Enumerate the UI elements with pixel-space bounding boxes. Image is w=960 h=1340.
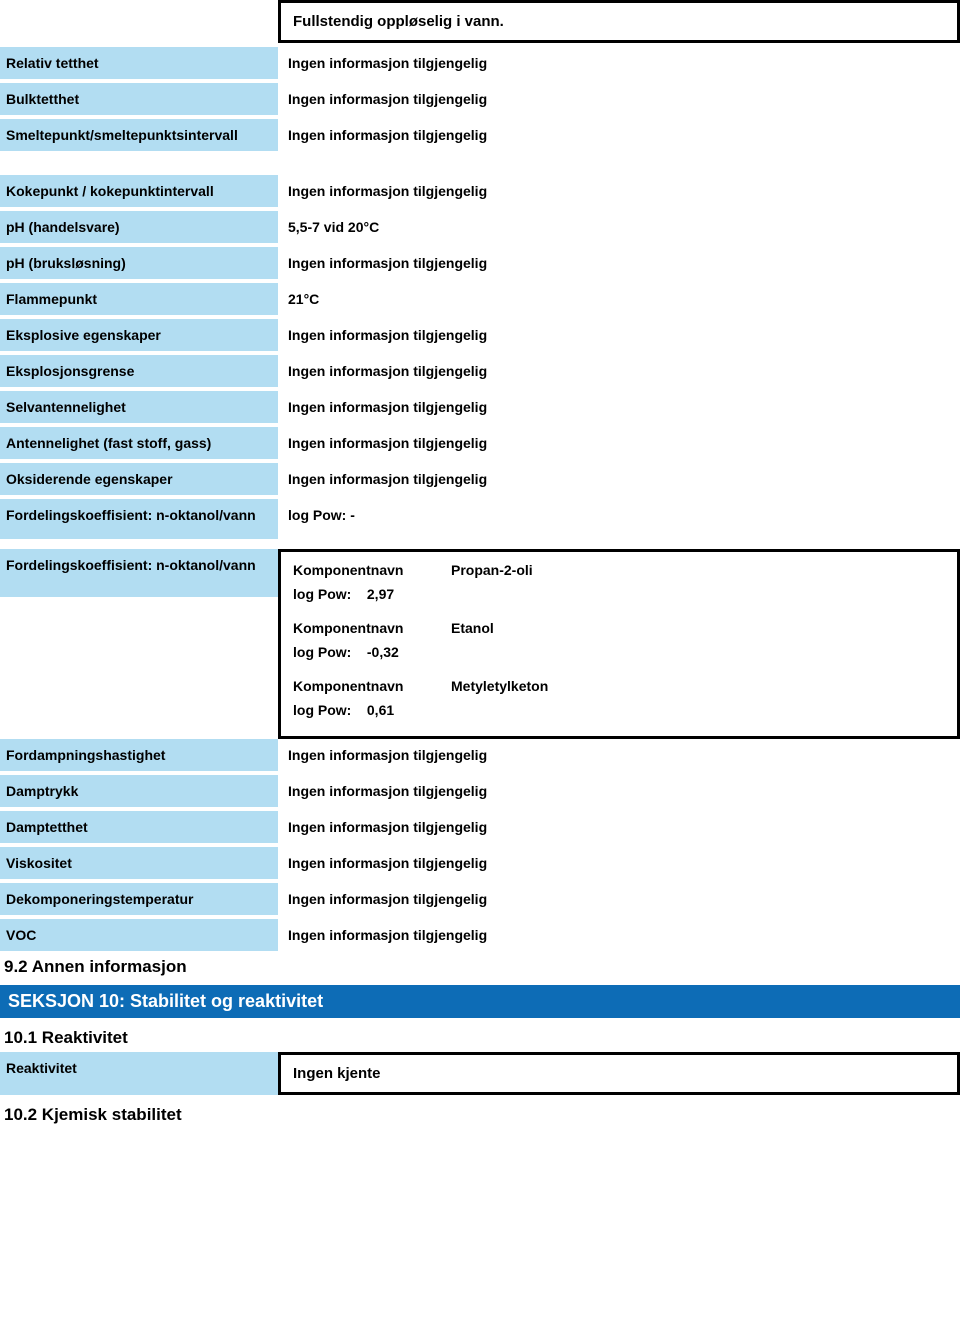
property-label: Viskositet — [0, 847, 278, 879]
property-row: Damptetthet Ingen informasjon tilgjengel… — [0, 811, 960, 843]
property-value: Ingen informasjon tilgjengelig — [278, 247, 960, 279]
property-value: Ingen informasjon tilgjengelig — [278, 355, 960, 387]
property-row: Fordelingskoeffisient: n-oktanol/vann lo… — [0, 499, 960, 539]
empty-label — [0, 0, 278, 43]
subsection-10-2: 10.2 Kjemisk stabilitet — [0, 1099, 960, 1129]
property-label: Relativ tetthet — [0, 47, 278, 79]
component-pow-label: log Pow: 2,97 — [293, 586, 394, 602]
property-label: Fordampningshastighet — [0, 739, 278, 771]
property-row: Oksiderende egenskaper Ingen informasjon… — [0, 463, 960, 495]
property-row: VOC Ingen informasjon tilgjengelig — [0, 919, 960, 951]
property-value: Ingen informasjon tilgjengelig — [278, 175, 960, 207]
property-label: Kokepunkt / kokepunktintervall — [0, 175, 278, 207]
property-value: Ingen informasjon tilgjengelig — [278, 847, 960, 879]
component-pow-label: log Pow: -0,32 — [293, 644, 399, 660]
property-label: VOC — [0, 919, 278, 951]
property-row: Viskositet Ingen informasjon tilgjengeli… — [0, 847, 960, 879]
property-label: Oksiderende egenskaper — [0, 463, 278, 495]
partition-row: Fordelingskoeffisient: n-oktanol/vann Ko… — [0, 549, 960, 739]
subsection-9-2: 9.2 Annen informasjon — [0, 951, 960, 981]
component-name: Propan-2-oli — [451, 562, 533, 578]
property-value: Ingen informasjon tilgjengelig — [278, 319, 960, 351]
solubility-row: Fullstendig oppløselig i vann. — [0, 0, 960, 43]
property-label: pH (bruksløsning) — [0, 247, 278, 279]
component-name-label: Komponentnavn — [293, 562, 423, 578]
property-label: Selvantennelighet — [0, 391, 278, 423]
property-value: Ingen informasjon tilgjengelig — [278, 47, 960, 79]
property-value: 21°C — [278, 283, 960, 315]
property-value: Ingen informasjon tilgjengelig — [278, 739, 960, 771]
property-row: Eksplosjonsgrense Ingen informasjon tilg… — [0, 355, 960, 387]
property-label: Damptrykk — [0, 775, 278, 807]
property-label: Flammepunkt — [0, 283, 278, 315]
component-name-label: Komponentnavn — [293, 678, 423, 694]
partition-label: Fordelingskoeffisient: n-oktanol/vann — [0, 549, 278, 597]
component-pow-label: log Pow: 0,61 — [293, 702, 394, 718]
subsection-10-1: 10.1 Reaktivitet — [0, 1022, 960, 1052]
component-name: Metyletylketon — [451, 678, 548, 694]
property-value: Ingen informasjon tilgjengelig — [278, 391, 960, 423]
component-entry: Komponentnavn Etanol log Pow: -0,32 — [293, 620, 945, 660]
component-entry: Komponentnavn Propan-2-oli log Pow: 2,97 — [293, 562, 945, 602]
property-value: Ingen informasjon tilgjengelig — [278, 83, 960, 115]
property-row: Dekomponeringstemperatur Ingen informasj… — [0, 883, 960, 915]
property-label: Eksplosjonsgrense — [0, 355, 278, 387]
property-value: Ingen informasjon tilgjengelig — [278, 119, 960, 151]
property-label: pH (handelsvare) — [0, 211, 278, 243]
property-label: Bulktetthet — [0, 83, 278, 115]
component-entry: Komponentnavn Metyletylketon log Pow: 0,… — [293, 678, 945, 718]
property-value: Ingen informasjon tilgjengelig — [278, 427, 960, 459]
solubility-box: Fullstendig oppløselig i vann. — [278, 0, 960, 43]
property-row: Damptrykk Ingen informasjon tilgjengelig — [0, 775, 960, 807]
reactivity-label: Reaktivitet — [0, 1052, 278, 1095]
property-value: Ingen informasjon tilgjengelig — [278, 463, 960, 495]
reactivity-box: Ingen kjente — [278, 1052, 960, 1095]
property-row: Flammepunkt 21°C — [0, 283, 960, 315]
component-box: Komponentnavn Propan-2-oli log Pow: 2,97… — [278, 549, 960, 739]
property-label: Smeltepunkt/smeltepunktsintervall — [0, 119, 278, 151]
property-row: pH (bruksløsning) Ingen informasjon tilg… — [0, 247, 960, 279]
property-row: Fordampningshastighet Ingen informasjon … — [0, 739, 960, 771]
property-value: Ingen informasjon tilgjengelig — [278, 811, 960, 843]
property-value: log Pow: - — [278, 499, 960, 539]
property-value: Ingen informasjon tilgjengelig — [278, 775, 960, 807]
property-value: Ingen informasjon tilgjengelig — [278, 883, 960, 915]
property-value: Ingen informasjon tilgjengelig — [278, 919, 960, 951]
reactivity-row: Reaktivitet Ingen kjente — [0, 1052, 960, 1095]
property-label: Antennelighet (fast stoff, gass) — [0, 427, 278, 459]
property-row: pH (handelsvare) 5,5-7 vid 20°C — [0, 211, 960, 243]
property-row: Bulktetthet Ingen informasjon tilgjengel… — [0, 83, 960, 115]
property-label: Fordelingskoeffisient: n-oktanol/vann — [0, 499, 278, 539]
property-label: Dekomponeringstemperatur — [0, 883, 278, 915]
property-label: Eksplosive egenskaper — [0, 319, 278, 351]
property-row: Smeltepunkt/smeltepunktsintervall Ingen … — [0, 119, 960, 151]
component-name-label: Komponentnavn — [293, 620, 423, 636]
section-10-banner: SEKSJON 10: Stabilitet og reaktivitet — [0, 985, 960, 1018]
property-row: Selvantennelighet Ingen informasjon tilg… — [0, 391, 960, 423]
property-row: Eksplosive egenskaper Ingen informasjon … — [0, 319, 960, 351]
property-row: Kokepunkt / kokepunktintervall Ingen inf… — [0, 175, 960, 207]
property-row: Antennelighet (fast stoff, gass) Ingen i… — [0, 427, 960, 459]
property-value: 5,5-7 vid 20°C — [278, 211, 960, 243]
property-label: Damptetthet — [0, 811, 278, 843]
component-name: Etanol — [451, 620, 494, 636]
property-row: Relativ tetthet Ingen informasjon tilgje… — [0, 47, 960, 79]
document-body: Fullstendig oppløselig i vann. Relativ t… — [0, 0, 960, 1129]
